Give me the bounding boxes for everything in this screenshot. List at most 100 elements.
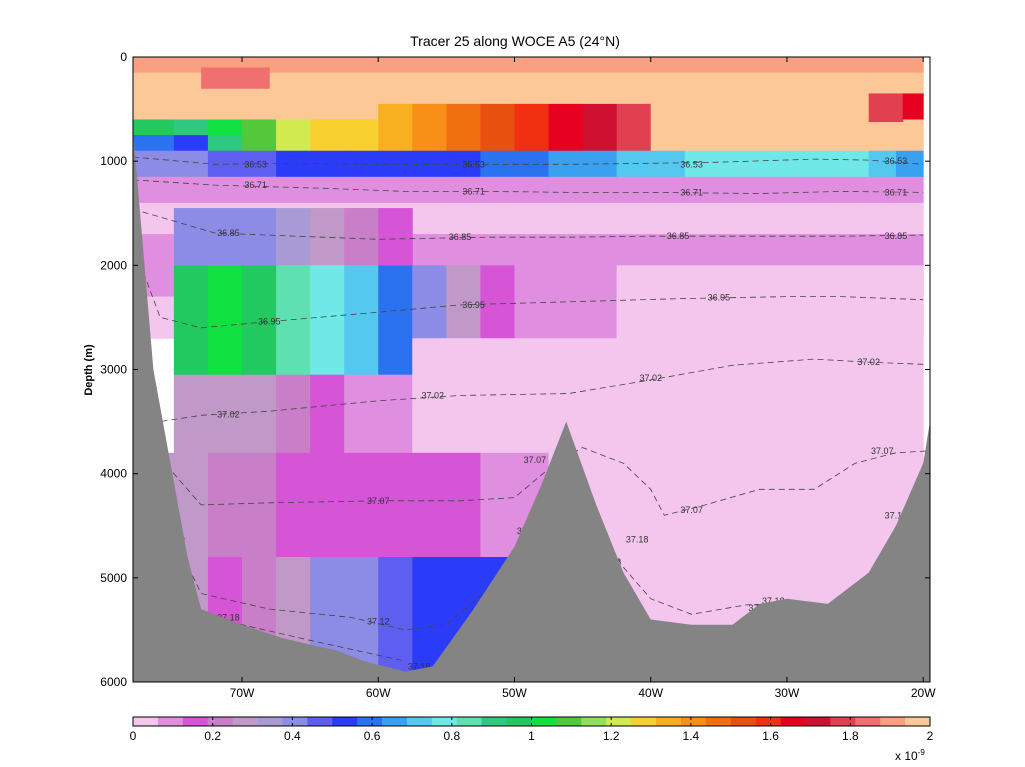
colorbar-swatch xyxy=(755,717,781,726)
y-tick-label: 5000 xyxy=(100,571,127,585)
tracer-cell xyxy=(310,265,345,376)
tracer-cell xyxy=(412,119,447,136)
x-tick-label: 30W xyxy=(775,686,800,700)
tracer-cell xyxy=(344,374,379,402)
contour-label: 37.07 xyxy=(680,505,703,515)
contour-label: 36.95 xyxy=(708,293,731,303)
contour-label: 37.02 xyxy=(639,373,662,383)
tracer-cell xyxy=(241,119,277,136)
contour-label: 36.85 xyxy=(667,231,690,241)
y-tick-label: 3000 xyxy=(100,363,127,377)
tracer-cell xyxy=(207,234,243,266)
colorbar-tick-label: 1.6 xyxy=(762,729,779,743)
colorbar-swatch xyxy=(631,717,657,726)
y-tick-label: 6000 xyxy=(100,675,127,689)
tracer-cell xyxy=(582,103,618,120)
colorbar-swatch xyxy=(332,717,358,726)
contour-label: 37.18 xyxy=(762,596,785,606)
colorbar-swatch xyxy=(481,717,507,726)
colorbar-swatch xyxy=(855,717,881,726)
tracer-cell xyxy=(514,135,550,152)
colorbar-tick-label: 0.8 xyxy=(443,729,460,743)
colorbar-swatch xyxy=(506,717,532,726)
y-axis-label: Depth (m) xyxy=(83,344,95,396)
contour-label: 36.85 xyxy=(885,231,908,241)
tracer-cell xyxy=(173,265,209,376)
tracer-cell xyxy=(684,150,754,178)
tracer-cell xyxy=(173,374,209,402)
contour-label: 37.18 xyxy=(217,612,240,622)
tracer-cell xyxy=(241,234,277,266)
colorbar-swatch xyxy=(357,717,383,726)
tracer-cell xyxy=(378,103,413,120)
colorbar-swatch xyxy=(307,717,333,726)
tracer-cell xyxy=(616,135,652,152)
tracer-cell xyxy=(548,103,584,120)
colorbar-tick-label: 2 xyxy=(927,729,934,743)
colorbar-tick-label: 1 xyxy=(528,729,535,743)
tracer-cell xyxy=(378,135,413,152)
tracer-cells xyxy=(133,57,924,682)
tracer-cell xyxy=(241,265,277,376)
tracer-cell xyxy=(548,135,584,152)
tracer-cell xyxy=(616,119,652,136)
colorbar-swatch xyxy=(382,717,408,726)
contour-line xyxy=(133,244,924,329)
colorbar-swatch xyxy=(805,717,831,726)
contour-label: 37.02 xyxy=(421,391,444,401)
x-tick-label: 50W xyxy=(502,686,527,700)
contour-label: 36.95 xyxy=(258,317,281,327)
tracer-cell xyxy=(446,119,481,136)
tracer-cell xyxy=(378,265,413,376)
contour-label: 37.12 xyxy=(885,510,908,520)
colorbar-swatch xyxy=(556,717,582,726)
tracer-cell xyxy=(310,119,345,136)
tracer-cell xyxy=(446,103,481,120)
colorbar-swatch xyxy=(656,717,682,726)
contour-label: 36.71 xyxy=(885,187,908,197)
contour-label: 36.53 xyxy=(462,159,485,169)
y-tick-label: 2000 xyxy=(100,258,127,272)
tracer-cell xyxy=(344,265,379,376)
tracer-cell xyxy=(276,135,311,152)
tracer-cell xyxy=(868,93,904,120)
colorbar-tick-label: 0.4 xyxy=(284,729,301,743)
tracer-cell xyxy=(684,400,924,454)
tracer-cell xyxy=(241,208,277,235)
tracer-cell xyxy=(344,208,379,235)
tracer-cell xyxy=(133,57,924,74)
colorbar-tick-label: 1.2 xyxy=(603,729,620,743)
contour-line xyxy=(133,358,924,423)
contour-label: 37.07 xyxy=(524,455,547,465)
tracer-cell xyxy=(173,234,209,266)
tracer-cell xyxy=(173,119,209,136)
tracer-cell xyxy=(310,208,345,235)
contour-label: 37.02 xyxy=(217,409,240,419)
tracer-cell xyxy=(133,119,175,136)
tracer-cell xyxy=(344,452,413,558)
colorbar-tick-label: 0.2 xyxy=(204,729,221,743)
axes: 70W 60W 50W 40W 30W 20W 0 1000 2000 3000 4000 5000 6… xyxy=(100,50,936,700)
colorbar-swatch xyxy=(182,717,209,726)
colorbar: 0 0.2 0.4 0.6 0.8 1 1.2 1.4 1.6 1.8 2 xyxy=(130,716,934,743)
tracer-cell xyxy=(480,135,515,152)
tracer-cell xyxy=(133,176,924,204)
tracer-cell xyxy=(378,208,413,235)
tracer-cell xyxy=(310,234,345,266)
x-tick-label: 70W xyxy=(230,686,255,700)
contour-label: 36.95 xyxy=(462,300,485,310)
contour-label: 37.07 xyxy=(871,446,894,456)
contour-label: 36.53 xyxy=(244,159,267,169)
colorbar-tick-label: 0.6 xyxy=(364,729,381,743)
colorbar-swatch xyxy=(705,717,732,726)
x-tick-label: 40W xyxy=(638,686,663,700)
tracer-cell xyxy=(650,103,686,120)
tracer-cell xyxy=(412,400,481,454)
tracer-cell xyxy=(207,374,243,402)
tracer-cell xyxy=(684,135,924,152)
tracer-cell xyxy=(514,119,550,136)
colorbar-swatch xyxy=(207,717,234,726)
colorbar-swatch xyxy=(531,717,557,726)
chart-title: Tracer 25 along WOCE A5 (24°N) xyxy=(410,33,620,49)
